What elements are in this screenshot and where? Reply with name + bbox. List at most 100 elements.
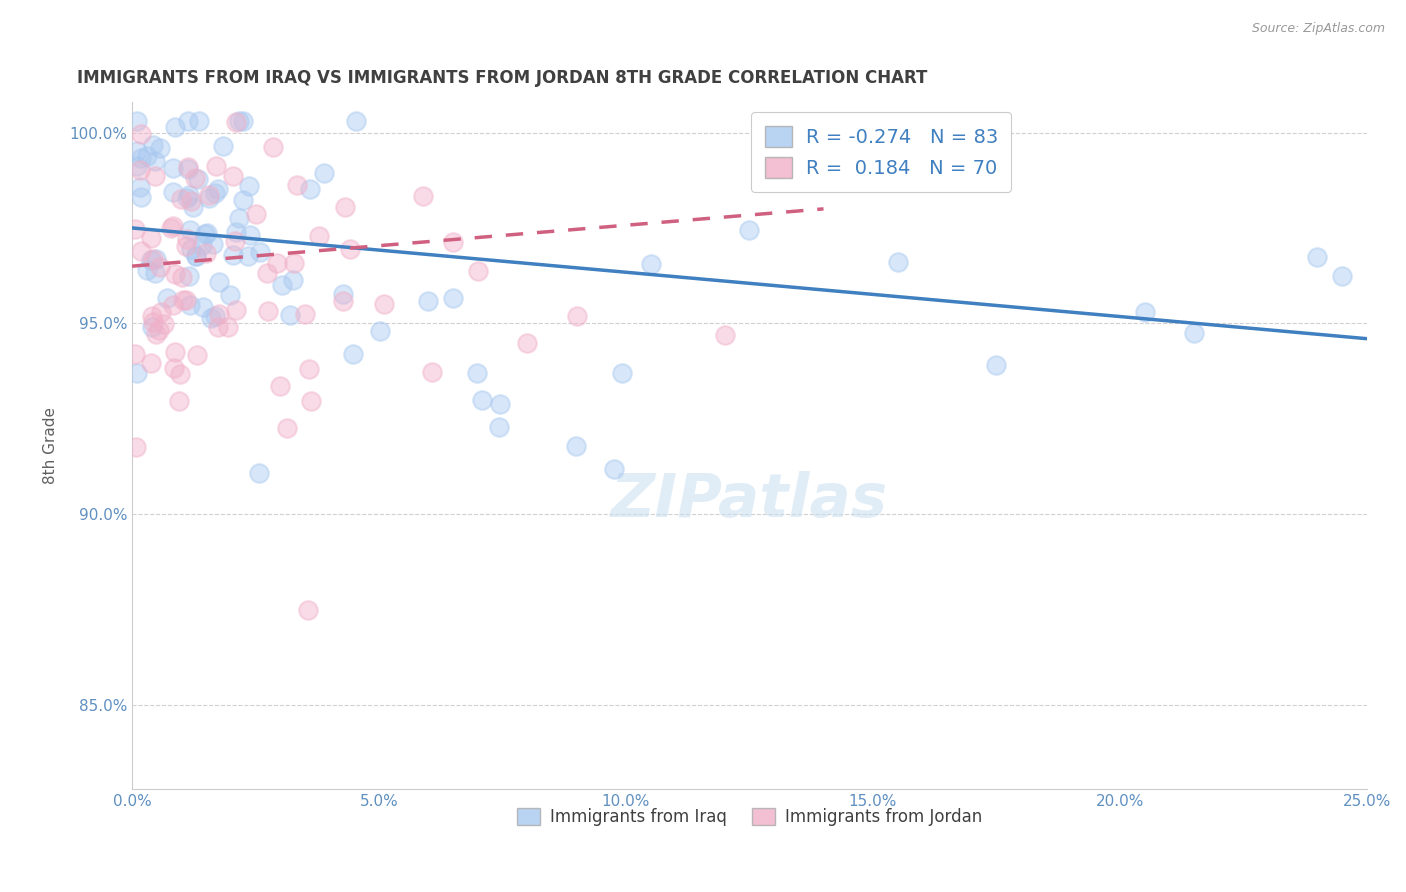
Point — [276, 421, 298, 435]
Point — [124, 222, 146, 236]
Point — [141, 319, 163, 334]
Point — [239, 227, 262, 242]
Point — [142, 252, 165, 266]
Point — [145, 169, 167, 184]
Point — [145, 327, 167, 342]
Point — [228, 211, 250, 226]
Point — [149, 305, 172, 319]
Point — [266, 256, 288, 270]
Point — [163, 120, 186, 135]
Point — [278, 308, 301, 322]
Point — [180, 242, 202, 256]
Point — [986, 358, 1008, 372]
Point — [197, 187, 219, 202]
Point — [245, 206, 267, 220]
Point — [488, 396, 510, 410]
Point — [332, 294, 354, 309]
Point — [339, 242, 361, 256]
Point — [420, 365, 443, 379]
Point — [283, 273, 305, 287]
Point — [208, 276, 231, 290]
Point — [198, 191, 221, 205]
Point — [125, 144, 148, 158]
Point — [129, 152, 152, 166]
Point — [184, 248, 207, 262]
Point — [269, 379, 291, 393]
Point — [299, 393, 322, 408]
Point — [183, 170, 205, 185]
Point — [176, 161, 198, 176]
Point — [165, 345, 187, 359]
Point — [125, 159, 148, 173]
Point — [179, 223, 201, 237]
Point — [141, 355, 163, 369]
Point — [368, 324, 391, 338]
Point — [640, 257, 662, 271]
Point — [467, 263, 489, 277]
Point — [141, 231, 163, 245]
Point — [262, 139, 284, 153]
Point — [294, 307, 316, 321]
Point — [174, 238, 197, 252]
Point — [176, 191, 198, 205]
Point — [207, 319, 229, 334]
Point — [145, 252, 167, 267]
Point — [1182, 326, 1205, 340]
Point — [285, 178, 308, 193]
Point — [124, 347, 146, 361]
Point — [181, 200, 204, 214]
Point — [191, 238, 214, 252]
Point — [187, 172, 209, 186]
Point — [1306, 250, 1329, 264]
Point — [342, 347, 364, 361]
Point — [228, 114, 250, 128]
Point — [153, 318, 176, 332]
Point — [232, 193, 254, 207]
Point — [162, 185, 184, 199]
Point — [176, 232, 198, 246]
Point — [167, 394, 190, 409]
Point — [516, 335, 538, 350]
Legend: Immigrants from Iraq, Immigrants from Jordan: Immigrants from Iraq, Immigrants from Jo… — [510, 801, 988, 832]
Point — [174, 293, 197, 307]
Point — [149, 260, 172, 274]
Point — [1331, 268, 1354, 283]
Point — [207, 182, 229, 196]
Point — [298, 362, 321, 376]
Point — [232, 114, 254, 128]
Point — [565, 309, 588, 323]
Point — [172, 269, 194, 284]
Point — [471, 392, 494, 407]
Point — [225, 115, 247, 129]
Point — [335, 200, 357, 214]
Point — [180, 194, 202, 208]
Point — [184, 249, 207, 263]
Point — [142, 314, 165, 328]
Point — [271, 277, 294, 292]
Point — [299, 182, 322, 196]
Point — [257, 303, 280, 318]
Point — [205, 159, 228, 173]
Point — [125, 440, 148, 454]
Point — [129, 189, 152, 203]
Point — [136, 148, 159, 162]
Point — [169, 192, 191, 206]
Point — [163, 268, 186, 282]
Point — [308, 229, 330, 244]
Point — [172, 293, 194, 307]
Point — [162, 298, 184, 312]
Point — [129, 179, 152, 194]
Point — [418, 293, 440, 308]
Point — [312, 166, 335, 180]
Point — [143, 266, 166, 280]
Point — [179, 187, 201, 202]
Point — [125, 366, 148, 380]
Point — [441, 235, 464, 249]
Point — [131, 244, 153, 259]
Point — [177, 160, 200, 174]
Point — [163, 361, 186, 376]
Point — [186, 348, 208, 362]
Point — [212, 139, 235, 153]
Point — [332, 286, 354, 301]
Point — [200, 311, 222, 326]
